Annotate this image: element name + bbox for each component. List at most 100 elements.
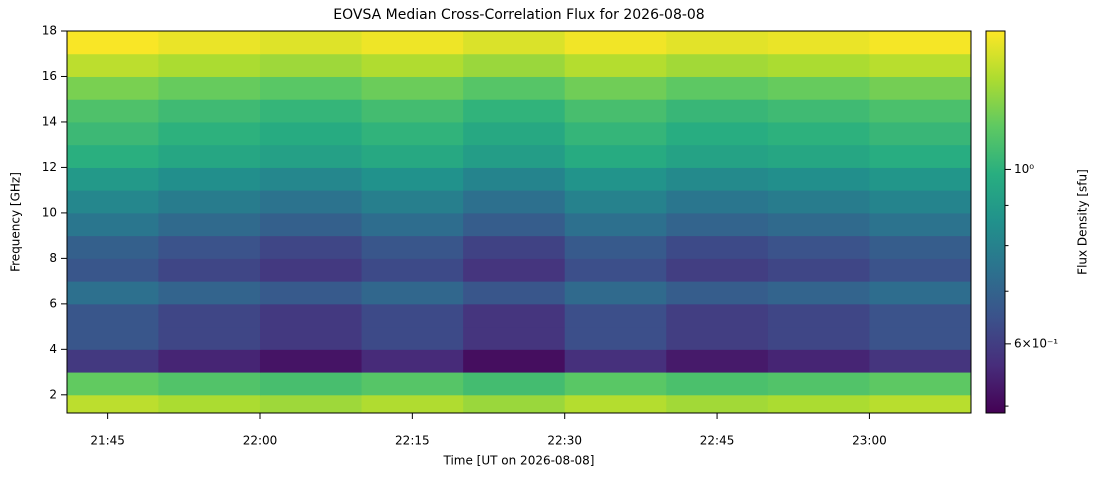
heatmap-cell <box>767 235 870 259</box>
heatmap-cell <box>463 121 566 146</box>
heatmap-cell <box>361 303 464 328</box>
colorbar <box>985 30 1006 414</box>
heatmap-cell <box>767 212 870 237</box>
x-tick-label: 22:45 <box>700 434 735 448</box>
heatmap-cell <box>564 349 667 373</box>
heatmap-cell <box>463 144 566 168</box>
y-tick-label: 14 <box>42 114 57 128</box>
heatmap-cell <box>564 235 667 259</box>
heatmap-cell <box>564 190 667 214</box>
heatmap-cell <box>259 53 363 77</box>
heatmap-cell <box>869 349 972 373</box>
heatmap-cell <box>259 99 363 123</box>
heatmap-cell <box>67 99 159 123</box>
heatmap-cell <box>869 121 972 146</box>
heatmap-cell <box>67 281 159 305</box>
y-tick-label: 10 <box>42 205 57 219</box>
heatmap-cell <box>67 394 159 414</box>
heatmap-cell <box>361 394 464 414</box>
heatmap-cell <box>666 372 769 396</box>
heatmap-cell <box>259 76 363 100</box>
heatmap-cell <box>666 235 769 259</box>
heatmap-cell <box>361 53 464 77</box>
heatmap-cell <box>158 76 261 100</box>
heatmap-cell <box>259 326 363 350</box>
y-tick-label: 4 <box>49 342 57 356</box>
heatmap-cell <box>463 235 566 259</box>
heatmap-cell <box>259 144 363 168</box>
heatmap-cell <box>666 53 769 77</box>
heatmap-cell <box>564 167 667 191</box>
y-tick-label: 18 <box>42 24 57 38</box>
heatmap-cell <box>158 190 261 214</box>
colorbar-label: Flux Density [sfu] <box>1076 169 1090 275</box>
heatmap-cell <box>463 281 566 305</box>
heatmap-cell <box>259 349 363 373</box>
heatmap-cell <box>361 349 464 373</box>
x-tick-label: 22:00 <box>243 434 278 448</box>
heatmap-cell <box>158 99 261 123</box>
heatmap-cell <box>767 372 870 396</box>
heatmap-cell <box>564 212 667 237</box>
x-tick-label: 22:30 <box>547 434 582 448</box>
heatmap-cell <box>158 281 261 305</box>
heatmap-cell <box>67 76 159 100</box>
heatmap-cell <box>361 144 464 168</box>
heatmap-cell <box>158 258 261 282</box>
heatmap-cell <box>869 53 972 77</box>
heatmap-cell <box>361 190 464 214</box>
heatmap-cell <box>767 349 870 373</box>
heatmap-cell <box>361 167 464 191</box>
heatmap-cell <box>869 326 972 350</box>
heatmap-cell <box>767 53 870 77</box>
heatmap-cell <box>463 394 566 414</box>
heatmap-cell <box>463 349 566 373</box>
heatmap-cell <box>67 121 159 146</box>
heatmap-cell <box>361 99 464 123</box>
heatmap-cell <box>869 258 972 282</box>
heatmap-cell <box>666 144 769 168</box>
heatmap-cell <box>869 212 972 237</box>
heatmap-cell <box>564 372 667 396</box>
heatmap-cell <box>463 212 566 237</box>
heatmap-cell <box>564 258 667 282</box>
heatmap-cell <box>564 303 667 328</box>
heatmap-cell <box>463 326 566 350</box>
heatmap-cell <box>463 76 566 100</box>
heatmap-cell <box>259 303 363 328</box>
heatmap-cell <box>767 99 870 123</box>
heatmap-cell <box>767 31 870 55</box>
heatmap-cell <box>463 167 566 191</box>
heatmap-cell <box>564 144 667 168</box>
heatmap-cell <box>67 349 159 373</box>
heatmap-cell <box>463 190 566 214</box>
heatmap-cell <box>666 326 769 350</box>
heatmap-cell <box>564 31 667 55</box>
heatmap-cell <box>564 121 667 146</box>
heatmap-cell <box>259 281 363 305</box>
heatmap-cell <box>67 190 159 214</box>
heatmap-cell <box>259 235 363 259</box>
heatmap-cell <box>158 167 261 191</box>
y-tick-label: 16 <box>42 69 57 83</box>
heatmap-cell <box>869 235 972 259</box>
heatmap-cell <box>666 99 769 123</box>
heatmap-cell <box>158 31 261 55</box>
heatmap-cell <box>869 31 972 55</box>
heatmap-cell <box>869 167 972 191</box>
heatmap-cell <box>67 167 159 191</box>
heatmap-cell <box>767 190 870 214</box>
heatmap-cell <box>361 326 464 350</box>
heatmap-cell <box>564 53 667 77</box>
y-axis-label: Frequency [GHz] <box>9 172 23 272</box>
heatmap-cell <box>869 303 972 328</box>
heatmap-cell <box>361 281 464 305</box>
heatmap-cell <box>666 212 769 237</box>
y-tick-label: 12 <box>42 160 57 174</box>
heatmap-cell <box>767 303 870 328</box>
heatmap-cell <box>869 281 972 305</box>
heatmap-cell <box>259 31 363 55</box>
heatmap-cell <box>564 281 667 305</box>
heatmap-cell <box>158 326 261 350</box>
heatmap-cell <box>869 394 972 414</box>
